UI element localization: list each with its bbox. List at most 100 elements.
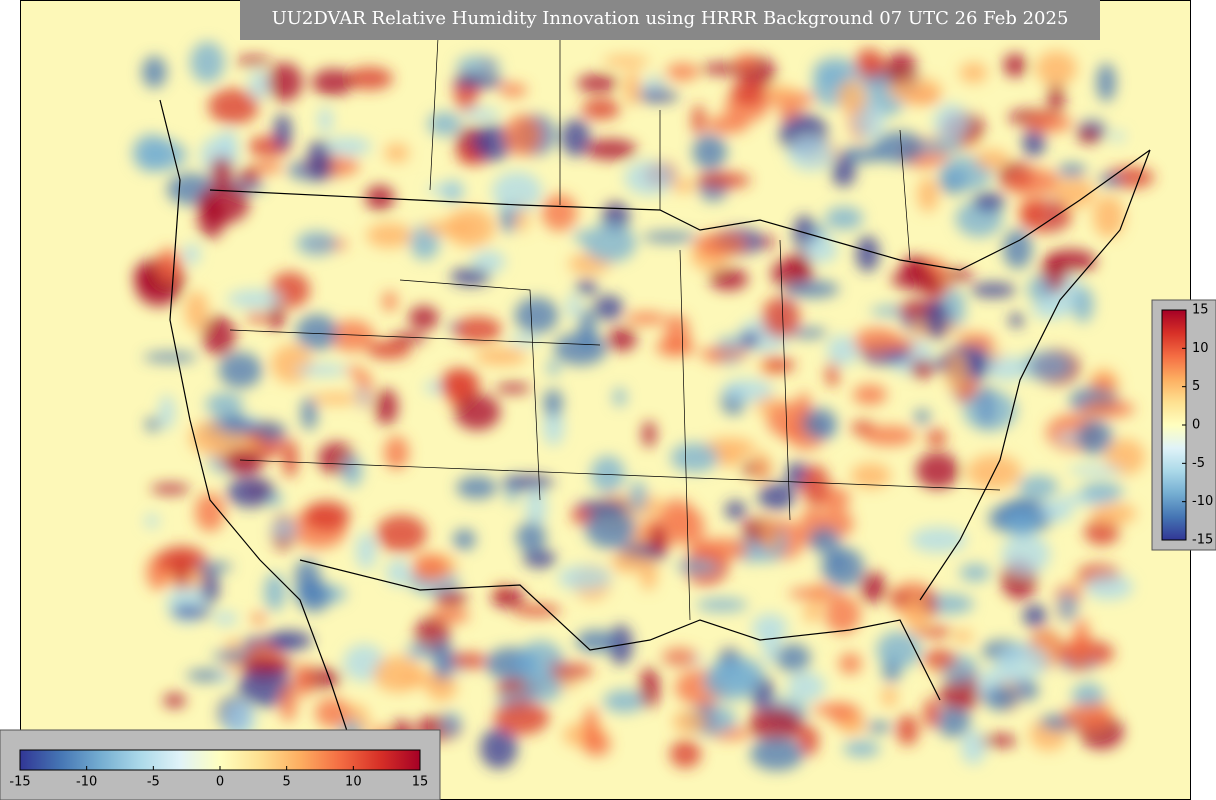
- field-blob: [1005, 168, 1060, 196]
- field-blob: [910, 359, 934, 379]
- field-blob: [391, 332, 427, 344]
- field-blob: [271, 344, 313, 384]
- province-lines: [429, 0, 911, 261]
- field-blob: [577, 500, 630, 513]
- tick-label: 0: [1192, 418, 1200, 433]
- field-blob: [479, 727, 518, 769]
- field-blob: [456, 55, 501, 77]
- field-blob: [975, 149, 1010, 170]
- north-border: [209, 149, 1151, 271]
- tick-label: 5: [1192, 379, 1200, 394]
- field-blob: [761, 235, 775, 249]
- field-blob: [853, 327, 902, 355]
- field-blob: [386, 559, 411, 586]
- field-blob: [581, 98, 621, 120]
- field-blob: [329, 320, 375, 352]
- field-blob: [473, 124, 513, 162]
- field-blob: [583, 223, 637, 263]
- field-blob: [301, 396, 318, 431]
- field-blob: [238, 665, 293, 707]
- west-coast: [159, 99, 351, 741]
- field-blob: [1002, 229, 1033, 270]
- field-blob: [1017, 475, 1059, 499]
- field-blob: [144, 514, 159, 529]
- field-blob: [227, 289, 283, 309]
- field-blob: [200, 569, 220, 605]
- field-blob: [341, 455, 363, 487]
- field-blob: [1057, 591, 1078, 622]
- field-blob: [802, 407, 838, 440]
- field-blob: [282, 438, 299, 479]
- field-blob: [959, 62, 988, 84]
- field-blob: [1067, 636, 1091, 671]
- field-blob: [786, 671, 826, 702]
- field-blob: [750, 737, 804, 771]
- field-blob: [825, 361, 839, 388]
- field-blob: [610, 551, 647, 573]
- field-blob: [594, 294, 624, 321]
- field-blob: [973, 192, 1006, 212]
- field-blob: [303, 500, 351, 531]
- field-blob: [355, 532, 377, 570]
- field-blob: [679, 509, 705, 548]
- field-blob: [324, 137, 372, 156]
- field-blob: [939, 677, 982, 711]
- field-blob: [295, 314, 338, 351]
- field-blob: [763, 357, 796, 373]
- title-box: [240, 0, 1100, 40]
- field-blob: [238, 167, 260, 186]
- field-blob: [1003, 510, 1040, 536]
- field-blob: [246, 312, 269, 323]
- field-blob: [1089, 502, 1137, 525]
- tick-label: 0: [216, 775, 224, 790]
- field-blob: [861, 425, 916, 446]
- field-blob: [239, 656, 295, 672]
- field-blob: [662, 647, 698, 667]
- field-blob: [740, 331, 761, 348]
- field-blob: [981, 734, 1018, 747]
- field-blob: [613, 387, 627, 407]
- field-blob: [784, 280, 840, 298]
- field-blob: [171, 607, 212, 618]
- field-blob: [733, 53, 758, 71]
- field-blob: [150, 483, 191, 495]
- field-blob: [664, 314, 690, 354]
- field-blob: [582, 732, 611, 757]
- field-blob: [797, 725, 819, 756]
- field-blob: [263, 572, 286, 612]
- field-blob: [642, 420, 656, 448]
- field-blob: [850, 463, 891, 489]
- field-blob: [881, 686, 898, 707]
- field-blob: [837, 79, 866, 113]
- colorbar-horizontal: -15 -10 -5 0 5 10 15: [0, 729, 441, 800]
- field-blob: [471, 250, 506, 274]
- field-blob: [824, 206, 864, 230]
- field-blob: [692, 104, 706, 136]
- field-blob: [452, 74, 505, 89]
- field-blob: [163, 693, 186, 708]
- field-blob: [561, 118, 591, 157]
- field-blob: [761, 296, 800, 338]
- field-blob: [831, 155, 856, 187]
- field-blob: [694, 537, 750, 561]
- field-blob: [491, 586, 525, 609]
- field-blob: [860, 571, 887, 604]
- field-blob: [629, 480, 647, 513]
- field-blob: [730, 78, 768, 106]
- field-blob: [411, 553, 448, 582]
- field-blob: [1071, 286, 1094, 323]
- tick-label: -15: [1192, 533, 1213, 548]
- field-blob: [624, 160, 674, 196]
- field-blob: [926, 429, 947, 447]
- field-blob: [1071, 682, 1105, 710]
- field-blob: [452, 529, 476, 550]
- field-blob: [345, 365, 363, 377]
- field-blob: [669, 739, 702, 769]
- tick-label: -5: [1192, 456, 1205, 471]
- field-blob: [523, 549, 557, 568]
- field-blob: [218, 352, 263, 389]
- field-blob: [1084, 574, 1134, 600]
- field-blob: [933, 103, 969, 143]
- field-blob: [210, 156, 233, 187]
